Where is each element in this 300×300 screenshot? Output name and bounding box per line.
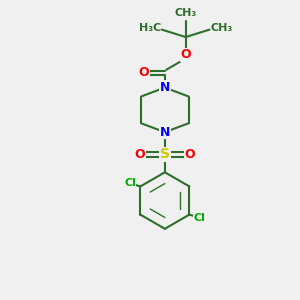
Text: CH₃: CH₃ [210,23,232,33]
Text: O: O [180,48,191,62]
Text: S: S [160,148,170,161]
Text: O: O [134,148,145,161]
Text: Cl: Cl [194,213,206,223]
Text: O: O [139,66,149,79]
Text: CH₃: CH₃ [175,8,197,18]
Text: N: N [160,81,170,94]
Text: H₃C: H₃C [139,23,161,33]
Text: N: N [160,126,170,139]
Text: Cl: Cl [124,178,136,188]
Text: O: O [185,148,195,161]
